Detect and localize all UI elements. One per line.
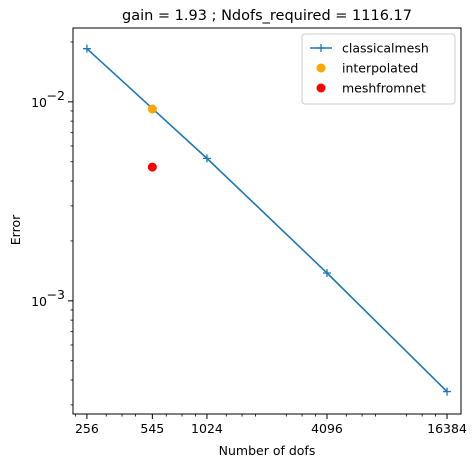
legend-marker-meshfromnet bbox=[316, 83, 326, 93]
data-point-interpolated-0 bbox=[147, 104, 157, 114]
legend-label-classicalmesh: classicalmesh bbox=[342, 41, 429, 56]
x-tick-label-545: 545 bbox=[140, 421, 164, 436]
legend-box bbox=[301, 33, 456, 105]
x-tick-label-4096: 4096 bbox=[311, 421, 343, 436]
data-point-classicalmesh-1 bbox=[202, 154, 211, 163]
x-axis-label: Number of dofs bbox=[219, 443, 316, 458]
data-point-classicalmesh-0 bbox=[82, 44, 91, 53]
y-tick-label-exp-0: −3 bbox=[47, 287, 65, 302]
y-tick-label-base-1: 10 bbox=[31, 95, 47, 110]
y-tick-label-exp-1: −2 bbox=[47, 88, 65, 103]
legend: classicalmesh interpolated meshfromnet bbox=[301, 33, 456, 105]
legend-label-meshfromnet: meshfromnet bbox=[342, 81, 426, 96]
data-point-meshfromnet-0 bbox=[147, 162, 157, 172]
data-point-classicalmesh-3 bbox=[443, 387, 452, 396]
x-tick-label-1024: 1024 bbox=[191, 421, 223, 436]
x-tick-label-256: 256 bbox=[75, 421, 99, 436]
chart-title: gain = 1.93 ; Ndofs_required = 1116.17 bbox=[122, 8, 412, 24]
series-line-classicalmesh bbox=[86, 48, 448, 393]
data-point-classicalmesh-2 bbox=[322, 269, 331, 278]
x-tick-label-16384: 16384 bbox=[427, 421, 467, 436]
legend-marker-classicalmesh bbox=[317, 44, 325, 52]
y-tick-label-base-0: 10 bbox=[31, 294, 47, 309]
legend-label-interpolated: interpolated bbox=[342, 61, 418, 76]
legend-marker-interpolated bbox=[316, 63, 326, 73]
y-axis-label: Error bbox=[8, 214, 23, 245]
plot-frame bbox=[72, 27, 462, 415]
